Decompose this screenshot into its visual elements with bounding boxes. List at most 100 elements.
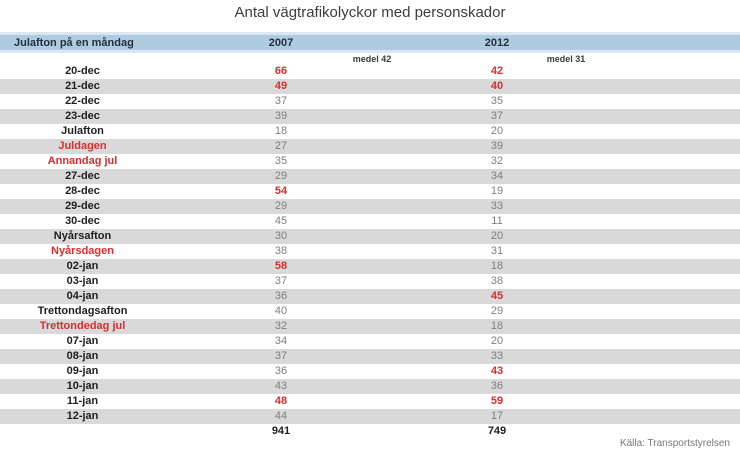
spacer xyxy=(597,199,740,214)
day-label: 20-dec xyxy=(65,65,100,77)
day-label: 08-jan xyxy=(66,350,99,362)
day-label: 11-jan xyxy=(66,395,99,407)
value-2012: 11 xyxy=(491,215,503,227)
table-row: Trettondedag jul 32 18 xyxy=(0,319,740,334)
table-row: 08-jan 37 33 xyxy=(0,349,740,364)
table-row: 04-jan 36 45 xyxy=(0,289,740,304)
table-row: 22-dec 37 35 xyxy=(0,94,740,109)
value-2007: 48 xyxy=(274,395,288,407)
value-2012: 59 xyxy=(490,395,504,407)
value-2007: 37 xyxy=(274,275,288,287)
value-2007: 49 xyxy=(274,80,288,92)
value-2012: 37 xyxy=(490,110,504,122)
value-2007: 58 xyxy=(274,260,288,272)
spacer xyxy=(597,259,740,274)
value-2007: 34 xyxy=(274,335,288,347)
value-2012: 38 xyxy=(490,275,504,287)
value-2012: 34 xyxy=(490,170,504,182)
table-row: 02-jan 58 18 xyxy=(0,259,740,274)
value-2012: 31 xyxy=(490,245,504,257)
day-label: 12-jan xyxy=(66,410,99,422)
table-row: 28-dec 54 19 xyxy=(0,184,740,199)
value-2012: 43 xyxy=(490,365,504,377)
spacer xyxy=(597,334,740,349)
value-2007: 30 xyxy=(274,230,288,242)
table-row: Annandag jul 35 32 xyxy=(0,154,740,169)
value-2012: 40 xyxy=(490,80,504,92)
day-label: 21-dec xyxy=(65,80,100,92)
value-2012: 18 xyxy=(490,260,504,272)
header-year-2007: 2007 xyxy=(268,36,294,49)
value-2007: 54 xyxy=(274,185,288,197)
table-row: 07-jan 34 20 xyxy=(0,334,740,349)
table-row: 27-dec 29 34 xyxy=(0,169,740,184)
day-label: Juldagen xyxy=(58,140,107,152)
value-2007: 66 xyxy=(274,65,288,77)
header-label: Julafton på en måndag xyxy=(14,36,134,49)
value-2012: 42 xyxy=(490,65,504,77)
table-row: Julafton 18 20 xyxy=(0,124,740,139)
spacer xyxy=(597,169,740,184)
day-label: 02-jan xyxy=(66,260,99,272)
value-2012: 33 xyxy=(490,200,504,212)
total-2012: 749 xyxy=(487,425,507,437)
value-2012: 29 xyxy=(490,305,504,317)
value-2012: 18 xyxy=(490,320,504,332)
value-2007: 37 xyxy=(274,350,288,362)
mean-row: medel 42 medel 31 xyxy=(0,53,740,64)
total-row: 941 749 xyxy=(0,424,740,439)
value-2007: 27 xyxy=(274,140,288,152)
day-label: 27-dec xyxy=(65,170,100,182)
day-label: 09-jan xyxy=(66,365,99,377)
value-2007: 38 xyxy=(274,245,288,257)
table-body: 20-dec 66 42 21-dec 49 40 22-dec 37 35 23-dec 39 37… xyxy=(0,64,740,424)
day-label: 29-dec xyxy=(65,200,100,212)
day-label: Nyårsafton xyxy=(53,230,112,242)
day-label: Julafton xyxy=(61,125,104,137)
day-label: Nyårsdagen xyxy=(51,245,114,257)
table-row: Trettondagsafton 40 29 xyxy=(0,304,740,319)
total-2007: 941 xyxy=(271,425,291,437)
value-2012: 20 xyxy=(490,125,504,137)
value-2007: 35 xyxy=(274,155,288,167)
table-row: 11-jan 48 59 xyxy=(0,394,740,409)
table-row: Nyårsafton 30 20 xyxy=(0,229,740,244)
value-2012: 20 xyxy=(490,230,504,242)
value-2012: 19 xyxy=(490,185,504,197)
value-2007: 39 xyxy=(274,110,288,122)
value-2012: 35 xyxy=(490,95,504,107)
day-label: 10-jan xyxy=(66,380,99,392)
table-row: 12-jan 44 17 xyxy=(0,409,740,424)
value-2012: 45 xyxy=(490,290,504,302)
table-row: 23-dec 39 37 xyxy=(0,109,740,124)
table-row: 21-dec 49 40 xyxy=(0,79,740,94)
table-row: 30-dec 45 11 xyxy=(0,214,740,229)
value-2007: 40 xyxy=(274,305,288,317)
table-row: 03-jan 37 38 xyxy=(0,274,740,289)
day-label: 30-dec xyxy=(65,215,100,227)
value-2012: 20 xyxy=(490,335,504,347)
spacer xyxy=(597,349,740,364)
spacer xyxy=(597,304,740,319)
spacer xyxy=(597,94,740,109)
spacer xyxy=(597,79,740,94)
source-caption: Källa: Transportstyrelsen xyxy=(619,438,730,449)
day-label: 28-dec xyxy=(65,185,100,197)
header-year-2012: 2012 xyxy=(484,36,510,49)
spacer xyxy=(597,274,740,289)
page-title: Antal vägtrafikolyckor med personskador xyxy=(234,4,506,21)
table-row: 10-jan 43 36 xyxy=(0,379,740,394)
mean-label-2007: medel 42 xyxy=(352,54,392,64)
value-2007: 18 xyxy=(274,125,288,137)
spacer xyxy=(597,229,740,244)
value-2007: 45 xyxy=(274,215,288,227)
table-row: Nyårsdagen 38 31 xyxy=(0,244,740,259)
value-2007: 43 xyxy=(274,380,288,392)
day-label: Trettondagsafton xyxy=(37,305,128,317)
spacer xyxy=(597,319,740,334)
value-2007: 36 xyxy=(274,365,288,377)
day-label: Trettondedag jul xyxy=(39,320,126,332)
value-2007: 36 xyxy=(274,290,288,302)
day-label: Annandag jul xyxy=(47,155,118,167)
value-2012: 39 xyxy=(490,140,504,152)
